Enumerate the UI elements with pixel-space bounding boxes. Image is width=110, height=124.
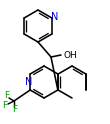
Text: N: N: [51, 12, 59, 22]
Text: N: N: [25, 77, 33, 87]
Text: F: F: [2, 100, 8, 109]
Text: F: F: [12, 106, 18, 114]
Text: F: F: [4, 92, 10, 100]
Text: OH: OH: [64, 50, 78, 60]
